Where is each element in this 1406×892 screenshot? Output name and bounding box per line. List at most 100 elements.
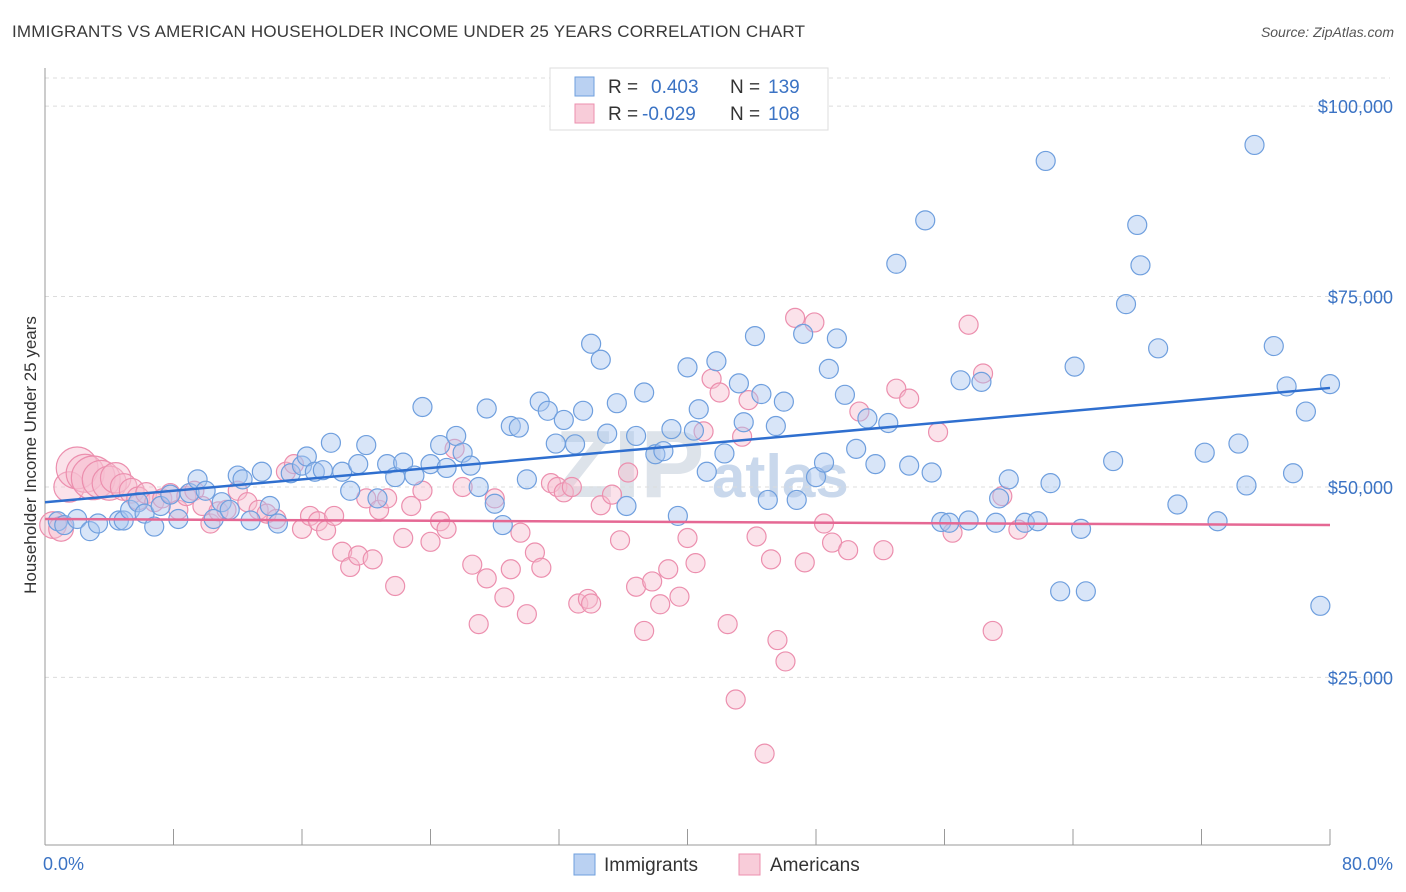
- americans-point: [340, 556, 361, 578]
- americans-point: [658, 559, 679, 580]
- immigrants-point: [581, 333, 602, 354]
- immigrants-point: [1194, 442, 1215, 463]
- legend-r-value: -0.029: [642, 104, 696, 125]
- americans-point: [767, 629, 788, 651]
- immigrants-point: [733, 412, 754, 433]
- x-tick-labels: 0.0% 80.0%: [43, 854, 1393, 874]
- immigrants-point: [826, 328, 847, 349]
- immigrants-point: [728, 373, 750, 394]
- series-americans: [39, 307, 1029, 764]
- legend-swatch-americans: [738, 853, 761, 876]
- immigrants-point: [865, 454, 886, 475]
- y-tick-label: $50,000: [1328, 478, 1393, 498]
- legend-r-label: R =: [608, 104, 638, 125]
- immigrants-point: [412, 396, 433, 418]
- immigrants-point: [516, 469, 537, 490]
- immigrants-trend-line: [44, 386, 1331, 504]
- immigrants-point: [545, 433, 566, 454]
- y-axis-title: Householder Income Under 25 years: [21, 316, 40, 594]
- immigrants-point: [1035, 150, 1056, 172]
- chart-title: IMMIGRANTS VS AMERICAN HOUSEHOLDER INCOM…: [12, 22, 806, 41]
- immigrants-point: [661, 418, 682, 440]
- trend-lines: [44, 386, 1331, 527]
- immigrants-point: [211, 492, 232, 513]
- americans-point: [760, 549, 782, 570]
- immigrants-point: [251, 461, 272, 482]
- americans-point: [524, 542, 546, 563]
- immigrants-point: [1207, 511, 1228, 532]
- immigrants-point: [1148, 338, 1169, 359]
- legend-box: [549, 67, 829, 131]
- legend-n-value: 108: [768, 104, 800, 125]
- immigrants-point: [773, 391, 794, 412]
- immigrants-point: [1050, 581, 1071, 602]
- immigrants-point: [989, 488, 1010, 509]
- y-tick-label: $75,000: [1328, 288, 1393, 308]
- immigrants-point: [537, 400, 558, 421]
- americans-point: [601, 484, 623, 505]
- immigrants-point: [846, 438, 867, 459]
- immigrants-point: [857, 408, 878, 429]
- immigrants-point: [160, 484, 181, 505]
- immigrants-point: [508, 417, 529, 438]
- immigrants-point: [572, 400, 594, 421]
- americans-point: [709, 382, 730, 403]
- immigrants-point: [688, 399, 709, 420]
- americans-point: [642, 571, 663, 592]
- immigrants-point: [1064, 356, 1085, 377]
- immigrants-point: [320, 432, 342, 453]
- immigrants-point: [1228, 433, 1249, 454]
- immigrants-point: [786, 489, 807, 511]
- americans-point: [510, 522, 531, 543]
- americans-point: [927, 422, 949, 443]
- americans-point: [873, 540, 894, 561]
- legend-n-value: 139: [768, 77, 800, 98]
- immigrants-point: [886, 253, 907, 274]
- immigrants-point: [500, 415, 521, 437]
- americans-point: [590, 495, 611, 516]
- immigrants-point: [564, 434, 586, 455]
- immigrants-point: [468, 476, 489, 498]
- series-immigrants: [47, 134, 1341, 616]
- americans-point: [754, 743, 775, 764]
- americans-point: [500, 559, 521, 580]
- americans-point: [775, 651, 796, 672]
- americans-point: [452, 476, 473, 498]
- immigrants-point: [677, 357, 698, 378]
- immigrants-point: [915, 210, 936, 231]
- americans-point: [794, 552, 815, 573]
- americans-point: [476, 568, 497, 589]
- americans-point: [436, 518, 457, 539]
- immigrants-point: [971, 371, 992, 392]
- immigrants-point: [1244, 134, 1265, 156]
- immigrants-point: [878, 412, 899, 434]
- x-tick-label: 0.0%: [43, 854, 84, 874]
- immigrants-point: [1295, 401, 1317, 422]
- legend-swatch-immigrants: [573, 853, 596, 876]
- immigrants-point: [340, 480, 361, 501]
- immigrants-point: [367, 488, 388, 509]
- legend-n-label: N =: [730, 77, 760, 98]
- americans-point: [118, 477, 145, 504]
- americans-point: [899, 388, 920, 409]
- immigrants-point: [348, 454, 369, 475]
- axes: [44, 68, 1331, 846]
- immigrants-point: [653, 441, 674, 462]
- americans-point: [324, 505, 345, 527]
- americans-point: [581, 593, 602, 614]
- immigrants-point: [998, 469, 1019, 490]
- americans-point: [362, 549, 383, 570]
- americans-point: [785, 307, 806, 328]
- immigrants-point: [590, 349, 611, 370]
- americans-point: [420, 531, 441, 552]
- immigrants-point: [751, 383, 772, 405]
- americans-point: [982, 620, 1003, 642]
- americans-point: [561, 476, 582, 498]
- americans-point: [958, 314, 979, 335]
- y-tick-label: $25,000: [1328, 668, 1393, 688]
- immigrants-point: [446, 425, 467, 447]
- americans-point: [385, 575, 406, 597]
- y-tick-labels: $25,000 $50,000 $75,000 $100,000: [1318, 97, 1393, 688]
- americans-point: [462, 554, 483, 575]
- americans-point: [484, 488, 505, 509]
